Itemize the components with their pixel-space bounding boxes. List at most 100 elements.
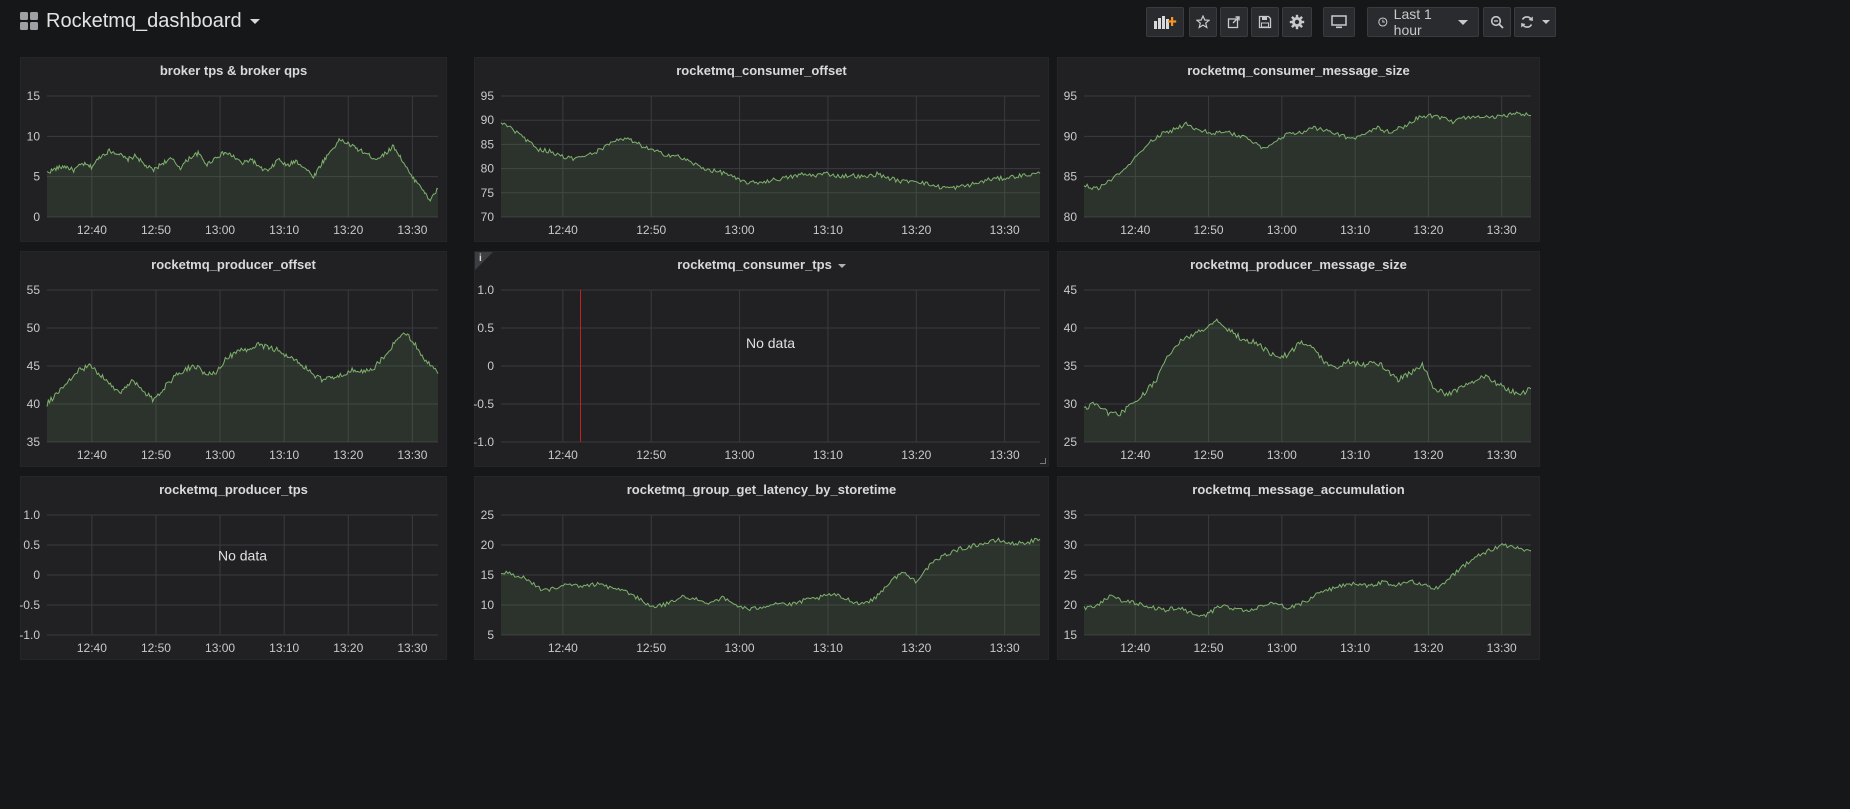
x-tick-label: 13:10	[269, 448, 299, 462]
share-button[interactable]	[1220, 7, 1248, 37]
panel-title[interactable]: rocketmq_message_accumulation	[1058, 482, 1539, 497]
chart-area[interactable]: 55 50 45 40 35 12:40 12:50 13:00 13:10 13:20 13:30	[21, 252, 448, 468]
chevron-down-icon[interactable]	[837, 263, 846, 268]
save-button[interactable]	[1251, 7, 1279, 37]
y-tick-label: 75	[481, 186, 495, 200]
x-tick-label: 13:20	[1413, 448, 1443, 462]
y-tick-label: 20	[481, 538, 495, 552]
star-button[interactable]	[1189, 7, 1217, 37]
series-area-fill	[1084, 112, 1531, 217]
x-tick-label: 13:10	[813, 223, 843, 237]
panel-rocketmq-producer-tps[interactable]: rocketmq_producer_tps 1.0 0.5 0 -0.5 -1.0 12:4…	[19, 476, 448, 661]
x-tick-label: 13:10	[813, 641, 843, 655]
x-tick-label: 12:40	[548, 223, 578, 237]
tv-mode-icon	[1331, 15, 1347, 29]
x-tick-label: 13:00	[205, 223, 235, 237]
x-tick-label: 12:50	[141, 641, 171, 655]
series-line[interactable]	[46, 332, 439, 407]
x-tick-label: 12:50	[1194, 223, 1224, 237]
panel-broker-tps-broker-qps[interactable]: broker tps & broker qps 15 10 5 0 12:40 12:50 1…	[20, 57, 447, 242]
x-tick-label: 13:10	[813, 448, 843, 462]
y-tick-label: -0.5	[19, 598, 40, 612]
x-tick-label: 13:30	[397, 223, 427, 237]
panel-title-text: rocketmq_group_get_latency_by_storetime	[626, 482, 897, 497]
y-tick-label: 1.0	[23, 508, 40, 522]
top-navbar: Rocketmq_dashboard	[0, 0, 1850, 42]
panel-title-text: rocketmq_consumer_message_size	[1187, 63, 1410, 78]
x-tick-label: 13:00	[725, 448, 755, 462]
x-tick-label: 13:00	[1267, 448, 1297, 462]
panel-rocketmq-consumer-tps[interactable]: i rocketmq_consumer_tps 1.0 0.5 0 -0.5 -1.0 12:…	[473, 251, 1050, 468]
chart-area[interactable]: 95 90 85 80 75 70 12:40 12:50 13:00 13:10 13:20 13:…	[475, 58, 1050, 243]
x-tick-label: 13:10	[1340, 641, 1370, 655]
panel-rocketmq-producer-offset[interactable]: rocketmq_producer_offset 55 50 45 40 35 12:40 1…	[20, 251, 447, 467]
x-tick-label: 12:40	[548, 448, 578, 462]
panel-title[interactable]: rocketmq_consumer_offset	[475, 63, 1048, 78]
x-tick-label: 12:50	[1194, 641, 1224, 655]
chevron-down-icon	[1458, 19, 1468, 25]
add-panel-button[interactable]	[1146, 7, 1184, 37]
panel-title-text: rocketmq_consumer_tps	[677, 257, 832, 272]
save-icon	[1258, 15, 1272, 29]
tv-mode-button[interactable]	[1323, 7, 1355, 37]
chart-area[interactable]: 25 20 15 10 5 12:40 12:50 13:00 13:10 13:20 13:30	[475, 477, 1050, 661]
panel-title[interactable]: rocketmq_producer_message_size	[1058, 257, 1539, 272]
panel-title[interactable]: broker tps & broker qps	[21, 63, 446, 78]
series-line[interactable]	[501, 537, 1041, 612]
info-icon[interactable]: i	[479, 253, 482, 264]
chart-area[interactable]: 35 30 25 20 15 12:40 12:50 13:00 13:10 13:20 13:30	[1058, 477, 1541, 661]
y-tick-label: 0	[33, 210, 40, 224]
series-area-fill	[1084, 543, 1531, 635]
x-tick-label: 13:10	[1340, 223, 1370, 237]
chart-area[interactable]: 95 90 85 80 12:40 12:50 13:00 13:10 13:20 13:30	[1058, 58, 1541, 243]
series-line[interactable]	[1083, 318, 1532, 417]
x-tick-label: 13:00	[1267, 641, 1297, 655]
series-line[interactable]	[46, 137, 439, 202]
y-tick-label: 25	[1064, 435, 1078, 449]
time-range-picker[interactable]: Last 1 hour	[1367, 6, 1479, 38]
y-tick-label: 45	[1064, 283, 1078, 297]
panel-rocketmq-consumer-message-size[interactable]: rocketmq_consumer_message_size 95 90 85 80 12…	[1057, 57, 1540, 242]
resize-handle[interactable]	[1040, 458, 1046, 464]
panel-title[interactable]: rocketmq_producer_tps	[21, 482, 446, 497]
panel-title[interactable]: rocketmq_producer_offset	[21, 257, 446, 272]
x-tick-label: 13:10	[269, 641, 299, 655]
x-tick-label: 12:40	[77, 641, 107, 655]
series-line[interactable]	[1083, 543, 1532, 618]
y-tick-label: 35	[1064, 359, 1078, 373]
x-tick-label: 13:20	[901, 448, 931, 462]
x-tick-label: 13:30	[990, 641, 1020, 655]
panel-title[interactable]: rocketmq_consumer_message_size	[1058, 63, 1539, 78]
y-tick-label: 30	[1064, 538, 1078, 552]
panel-rocketmq-consumer-offset[interactable]: rocketmq_consumer_offset 95 90 85 80 75 70 12:4…	[474, 57, 1049, 242]
y-tick-label: 45	[27, 359, 41, 373]
no-data-message: No data	[218, 548, 267, 564]
y-tick-label: 85	[481, 137, 495, 151]
settings-button[interactable]	[1282, 7, 1312, 37]
panel-info-corner[interactable]	[475, 252, 493, 270]
share-icon	[1227, 16, 1240, 29]
x-tick-label: 13:00	[205, 448, 235, 462]
zoom-out-icon	[1490, 15, 1504, 29]
refresh-button[interactable]	[1514, 7, 1556, 37]
y-tick-label: 10	[27, 129, 41, 143]
series-line[interactable]	[500, 122, 1041, 191]
panel-rocketmq-producer-message-size[interactable]: rocketmq_producer_message_size 45 40 35 30 25…	[1057, 251, 1540, 467]
x-tick-label: 13:00	[725, 223, 755, 237]
y-tick-label: 90	[481, 113, 495, 127]
chart-area[interactable]: 1.0 0.5 0 -0.5 -1.0 12:40 12:50 13:00 13:10 13:20…	[19, 477, 448, 661]
panel-rocketmq-message-accumulation[interactable]: rocketmq_message_accumulation 35 30 25 20 15 1…	[1057, 476, 1540, 660]
x-tick-label: 13:30	[990, 223, 1020, 237]
panel-title[interactable]: rocketmq_group_get_latency_by_storetime	[475, 482, 1048, 497]
panel-title[interactable]: rocketmq_consumer_tps	[475, 257, 1048, 272]
y-tick-label: 80	[1064, 210, 1078, 224]
chart-area[interactable]: 15 10 5 0 12:40 12:50 13:00 13:10 13:20 13:30	[21, 58, 448, 243]
chart-area[interactable]: 45 40 35 30 25 12:40 12:50 13:00 13:10 13:20 13:30	[1058, 252, 1541, 468]
series-line[interactable]	[1083, 111, 1532, 191]
zoom-out-button[interactable]	[1483, 7, 1511, 37]
chart-area[interactable]: 1.0 0.5 0 -0.5 -1.0 12:40 12:50 13:00 13:10 13:20…	[473, 252, 1050, 468]
panel-title-text: broker tps & broker qps	[159, 63, 308, 78]
y-tick-label: 20	[1064, 598, 1078, 612]
panel-rocketmq-group-get-latency-by-storetime[interactable]: rocketmq_group_get_latency_by_storetime 2…	[474, 476, 1049, 660]
dashboard-picker[interactable]: Rocketmq_dashboard	[20, 8, 260, 34]
